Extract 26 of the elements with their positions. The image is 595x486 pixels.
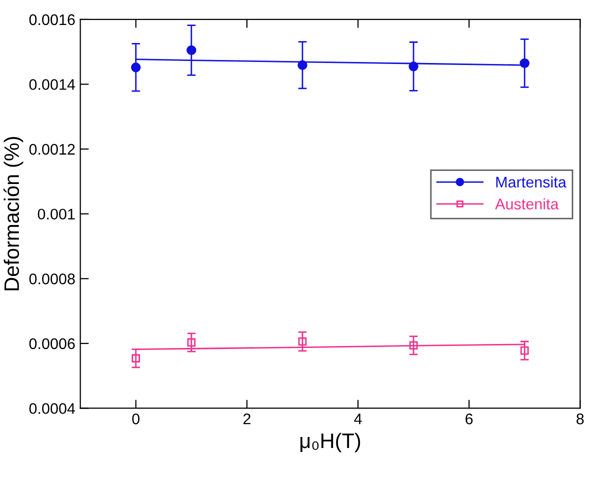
point — [186, 45, 196, 56]
legend-label: Austenita — [495, 198, 559, 210]
point — [298, 337, 307, 346]
y-tick-label: 0.0004 — [29, 403, 76, 414]
x-tick-label: 8 — [576, 414, 584, 424]
y-tick-label: 0.0012 — [29, 144, 75, 155]
y-tick-label: 0.001 — [38, 208, 75, 220]
y-tick-label: 0.0008 — [29, 274, 75, 284]
y-tick-label: 0.0014 — [29, 79, 76, 90]
point — [298, 60, 308, 70]
point — [409, 341, 418, 350]
y-axis-title: Deformación (%) — [4, 136, 24, 290]
y-tick-label: 0.0016 — [29, 14, 75, 26]
point — [187, 338, 196, 347]
legend-label: Martensita — [496, 176, 566, 188]
x-tick-label: 0 — [132, 414, 140, 424]
point — [408, 62, 418, 72]
x-tick-label: 4 — [354, 414, 362, 424]
x-axis-title: μ₀H(T) — [300, 432, 360, 452]
y-tick-label: 0.0006 — [29, 338, 75, 350]
point — [132, 354, 140, 363]
point — [520, 58, 530, 68]
point — [520, 346, 529, 355]
point — [130, 62, 141, 72]
x-tick-label: 6 — [466, 414, 473, 424]
x-tick-label: 2 — [243, 414, 250, 424]
